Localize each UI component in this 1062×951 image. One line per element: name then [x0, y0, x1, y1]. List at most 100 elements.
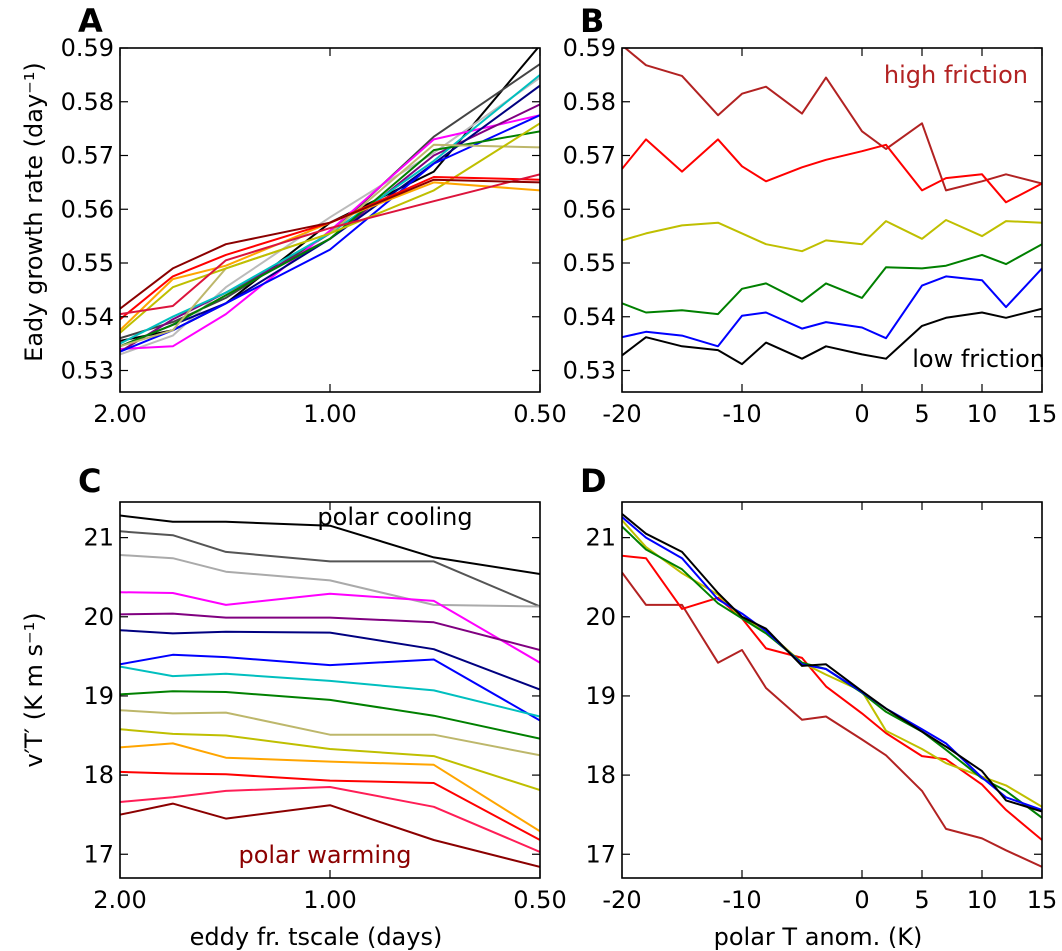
y-tick-label: 0.58: [61, 88, 114, 116]
series-line-13: [120, 176, 540, 321]
x-axis-label-d: polar T anom. (K): [714, 923, 923, 951]
series-line-12: [120, 181, 540, 331]
x-tick-label: 2.00: [93, 886, 146, 914]
x-tick-label: 0.50: [513, 886, 566, 914]
series-line-11: [120, 728, 540, 792]
series-line-14: [120, 786, 540, 853]
series-group: [120, 48, 540, 356]
series-line-2: [120, 530, 540, 608]
series-line-2: [622, 138, 1042, 204]
series-line-1: [120, 514, 540, 575]
x-tick-label: 0: [854, 886, 869, 914]
x-tick-label: 15: [1027, 886, 1058, 914]
y-tick-label: 0.55: [563, 249, 616, 277]
y-tick-label: 19: [585, 682, 616, 710]
series-line-4: [120, 591, 540, 664]
y-axis-label-c: v′T′ (K m s⁻¹): [20, 612, 48, 767]
x-tick-label: 1.00: [303, 400, 356, 428]
annotation-polar-warming: polar warming: [238, 841, 411, 869]
series-line-1: [623, 48, 1042, 192]
series-line-5: [622, 267, 1042, 348]
panel-letter-b: B: [580, 2, 604, 40]
x-tick-label: 5: [914, 886, 929, 914]
plot-frame: [621, 47, 1043, 393]
series-line-9: [120, 690, 540, 740]
annotation-polar-cooling: polar cooling: [317, 503, 472, 531]
panel-letter-a: A: [78, 2, 103, 40]
series-group: [120, 514, 540, 868]
x-axis-label-c: eddy fr. tscale (days): [190, 923, 443, 951]
series-line-2: [622, 554, 1042, 841]
series-line-10: [120, 709, 540, 757]
x-tick-label: 0.50: [513, 400, 566, 428]
y-tick-label: 0.57: [563, 142, 616, 170]
series-line-13: [120, 770, 540, 841]
plot-frame: [621, 501, 1043, 879]
y-tick-label: 0.53: [61, 357, 114, 385]
series-line-15: [120, 178, 540, 310]
annotation-low-friction: low friction: [912, 345, 1045, 373]
tick-group: -20 -10 0 5 10 15 17 18 19 20 21: [585, 502, 1057, 914]
x-tick-label: 5: [914, 400, 929, 428]
y-tick-label: 19: [83, 682, 114, 710]
y-tick-label: 0.56: [61, 195, 114, 223]
x-tick-label: 15: [1027, 400, 1058, 428]
series-line-6: [120, 629, 540, 691]
series-line-5: [120, 612, 540, 651]
y-tick-label: 0.59: [563, 34, 616, 62]
y-tick-label: 20: [585, 603, 616, 631]
series-line-1: [622, 571, 1042, 868]
y-tick-label: 0.54: [563, 303, 616, 331]
tick-group: 2.00 1.00 0.50 0.53 0.54 0.55 0.56 0.57 0.58 0.59: [61, 34, 567, 428]
x-tick-label: -20: [602, 886, 641, 914]
x-tick-label: 10: [967, 886, 998, 914]
x-tick-label: -20: [602, 400, 641, 428]
y-tick-label: 21: [585, 524, 616, 552]
y-tick-label: 20: [83, 603, 114, 631]
y-tick-label: 0.59: [61, 34, 114, 62]
y-tick-label: 0.58: [563, 88, 616, 116]
tick-group: -20 -10 0 5 10 15 0.53 0.54 0.55 0.56 0.57 0.58 0.59: [563, 34, 1058, 428]
panel-a: 2.00 1.00 0.50 0.53 0.54 0.55 0.56 0.57 0.58 0.59: [61, 34, 567, 428]
series-line-3: [622, 219, 1042, 253]
y-tick-label: 0.57: [61, 142, 114, 170]
plot-frame: [119, 501, 541, 879]
panel-letter-d: D: [580, 462, 607, 500]
y-tick-label: 0.55: [61, 249, 114, 277]
panel-b: -20 -10 0 5 10 15 0.53 0.54 0.55 0.56 0.57 0.58 0.59: [563, 34, 1058, 428]
y-tick-label: 17: [585, 840, 616, 868]
panel-c: 2.00 1.00 0.50 17 18 19 20 21: [83, 501, 567, 914]
series-line-5: [622, 516, 1042, 811]
annotation-high-friction: high friction: [884, 61, 1028, 89]
panel-letter-c: C: [78, 462, 101, 500]
y-tick-label: 0.56: [563, 195, 616, 223]
x-tick-label: 1.00: [303, 886, 356, 914]
x-tick-label: -10: [722, 886, 761, 914]
series-line-8: [120, 74, 540, 345]
panel-d: -20 -10 0 5 10 15 17 18 19 20 21: [585, 501, 1057, 914]
x-tick-label: 10: [967, 400, 998, 428]
y-tick-label: 17: [83, 840, 114, 868]
series-line-8: [120, 665, 540, 718]
y-tick-label: 18: [585, 761, 616, 789]
x-tick-label: -10: [722, 400, 761, 428]
series-group: [622, 48, 1042, 366]
x-tick-label: 2.00: [93, 400, 146, 428]
series-line-3: [622, 519, 1042, 808]
y-tick-label: 21: [83, 524, 114, 552]
plot-frame: [119, 47, 541, 393]
series-line-10: [120, 143, 540, 348]
series-line-4: [622, 243, 1042, 316]
y-tick-label: 18: [83, 761, 114, 789]
y-axis-label-a: Eady growth rate (day⁻¹): [20, 62, 48, 362]
series-line-3: [120, 554, 540, 608]
series-line-15: [120, 802, 540, 868]
series-line-3: [120, 76, 540, 356]
series-line-14: [120, 173, 540, 316]
series-line-6: [622, 307, 1042, 366]
series-group: [622, 513, 1042, 868]
series-line-4: [120, 114, 540, 350]
y-tick-label: 0.54: [61, 303, 114, 331]
series-line-12: [120, 742, 540, 833]
